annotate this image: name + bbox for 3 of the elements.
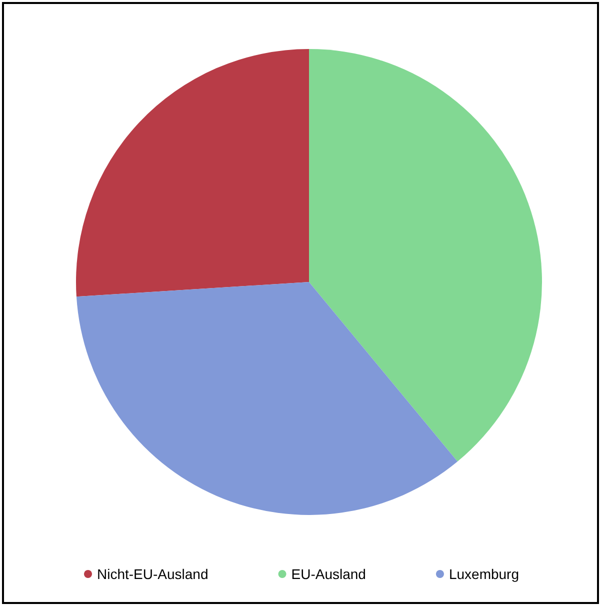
legend-label: Nicht-EU-Ausland xyxy=(96,566,208,582)
legend-label: EU-Ausland xyxy=(291,566,366,582)
legend-label: Luxemburg xyxy=(448,566,520,582)
